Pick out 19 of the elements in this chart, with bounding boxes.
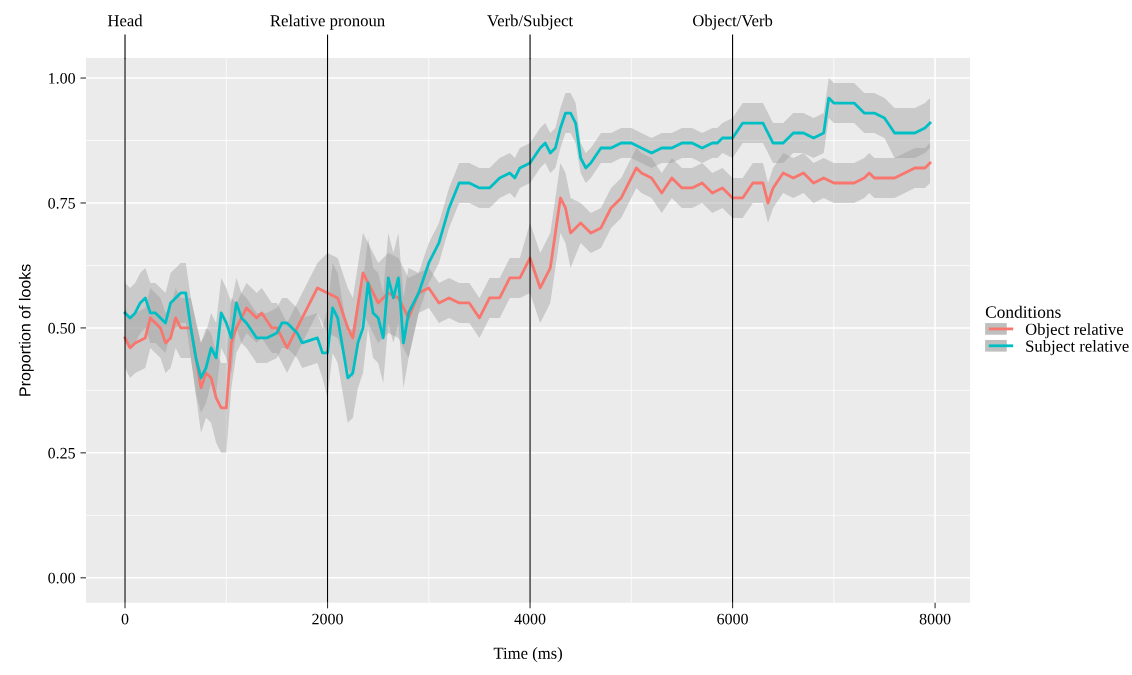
ref-line-label: Verb/Subject [487,14,573,30]
y-tick-label: 0.25 [48,447,75,459]
y-tick-label: 0.75 [48,197,75,209]
legend-label: Object relative [1025,323,1124,339]
legend-label: Subject relative [1026,340,1129,356]
x-tick-label: 8000 [919,613,951,625]
legend-title: Conditions [985,305,1061,318]
ref-line-label: Object/Verb [692,14,773,30]
y-axis-title: Proportion of looks [18,264,34,396]
y-tick-label: 0.50 [48,322,76,334]
ref-line-label: Head [107,14,143,27]
y-tick-label: 1.00 [49,72,76,84]
y-tick-label: 0.00 [48,572,76,584]
x-tick-label: 0 [121,613,129,625]
x-axis-title: Time (ms) [493,647,562,663]
x-tick-label: 2000 [312,613,343,625]
ref-line-label: Relative pronoun [270,14,385,30]
x-tick-label: 4000 [514,613,546,625]
x-tick-label: 6000 [717,613,748,625]
